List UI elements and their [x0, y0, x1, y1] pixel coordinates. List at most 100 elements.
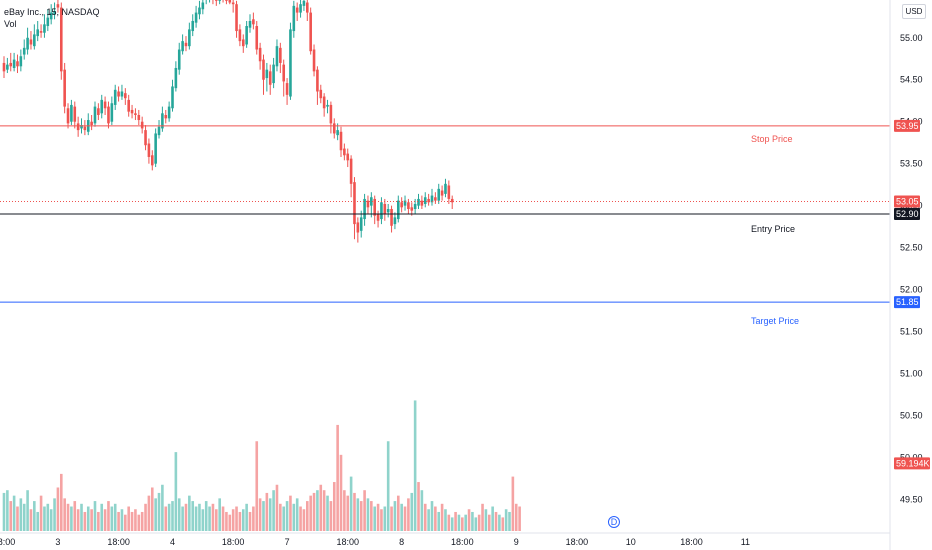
- candle: [376, 210, 380, 228]
- candle-body: [437, 188, 441, 201]
- volume-bar: [53, 498, 56, 531]
- candle: [302, 0, 306, 11]
- candle: [309, 7, 312, 55]
- volume-bar: [76, 509, 80, 531]
- candle: [191, 14, 195, 37]
- candle: [238, 24, 242, 47]
- volume-bar: [447, 514, 451, 531]
- candle-body: [383, 203, 387, 215]
- volume-bar: [208, 506, 211, 531]
- candle: [19, 49, 23, 72]
- candle: [272, 57, 275, 89]
- volume-bar: [70, 506, 73, 531]
- volume-bar: [80, 503, 83, 531]
- volume-bar: [484, 509, 488, 531]
- candle: [120, 84, 124, 100]
- volume-bar: [174, 452, 178, 531]
- candle-body: [228, 0, 232, 3]
- candle-body: [353, 182, 356, 225]
- volume-bar: [231, 509, 235, 531]
- candle: [12, 52, 16, 72]
- candle: [383, 198, 387, 221]
- price-tags: 53.95 53.05 52.90 51.85 59.194K: [894, 119, 930, 470]
- candle-body: [53, 10, 56, 15]
- dividend-letter: D: [611, 517, 618, 527]
- candle-body: [130, 109, 134, 114]
- volume-bar: [346, 495, 350, 531]
- candle: [154, 128, 157, 168]
- entry-tag-bg: [894, 208, 920, 221]
- candle: [2, 56, 6, 79]
- volume-bar: [508, 511, 511, 531]
- candle-body: [447, 185, 451, 199]
- target-tag-text: 51.85: [896, 297, 919, 307]
- candle: [29, 31, 33, 50]
- candle-body: [22, 47, 26, 55]
- dividend-marker[interactable]: D: [607, 516, 620, 528]
- volume-bar: [134, 509, 137, 531]
- symbol-title[interactable]: eBay Inc., 15, NASDAQ: [4, 7, 100, 17]
- volume-bar: [292, 503, 296, 531]
- time-axis[interactable]: 18:00 3 18:00 4 18:00 7 18:00 8 18:00 9 18:00 10 18:…: [0, 532, 890, 547]
- volume-bar: [322, 490, 326, 531]
- candle-body: [410, 207, 414, 211]
- candle: [36, 20, 39, 42]
- candle-body: [403, 200, 407, 206]
- price-tick-label: 52.00: [900, 285, 923, 295]
- candle: [134, 108, 137, 121]
- candle: [356, 217, 360, 243]
- candle: [53, 2, 56, 20]
- volume-bar: [124, 514, 127, 531]
- volume-bar: [43, 506, 46, 531]
- volume-bar: [255, 441, 259, 531]
- volume-bar: [150, 487, 154, 531]
- price-tick-label: 51.50: [900, 327, 923, 337]
- candle-body: [194, 12, 198, 23]
- candle-body: [80, 125, 83, 129]
- candle-body: [171, 86, 174, 109]
- candle-body: [390, 209, 393, 226]
- volume-bar: [306, 501, 309, 531]
- volume-bar: [464, 514, 467, 531]
- candle: [396, 195, 400, 223]
- volume-bar: [407, 498, 410, 531]
- candle-body: [359, 217, 363, 231]
- volume-bar: [400, 503, 403, 531]
- volume-bar: [127, 506, 130, 531]
- volume-bar: [356, 498, 360, 531]
- candle-body: [76, 123, 80, 131]
- volume-bar: [487, 514, 491, 531]
- volume-bar: [161, 484, 164, 531]
- candle-body: [117, 91, 120, 97]
- candle: [430, 188, 434, 206]
- volume-bar: [188, 495, 191, 531]
- candle-body: [295, 7, 299, 13]
- volume-bar: [363, 490, 366, 531]
- volume-bar: [326, 495, 329, 531]
- candle: [262, 54, 265, 95]
- candle: [130, 104, 134, 119]
- candle: [39, 24, 43, 38]
- candle-body: [241, 39, 245, 47]
- candle: [225, 0, 228, 5]
- volume-bar: [86, 506, 90, 531]
- candle-body: [339, 131, 343, 151]
- candle-body: [59, 7, 63, 72]
- candle-body: [343, 148, 346, 156]
- candle-body: [191, 20, 195, 32]
- candle-body: [262, 59, 265, 80]
- candle: [222, 0, 224, 3]
- candle-body: [363, 198, 366, 220]
- candle-body: [66, 108, 70, 124]
- target-tag-bg: [894, 296, 920, 309]
- candle: [140, 116, 144, 134]
- candle-body: [198, 7, 201, 15]
- currency-badge[interactable]: USD: [902, 4, 926, 19]
- candle: [43, 14, 46, 38]
- volume-bar: [164, 506, 168, 531]
- candle: [157, 120, 161, 139]
- time-tick-label: 7: [285, 537, 290, 547]
- candle-body: [386, 209, 390, 213]
- candle: [164, 109, 168, 124]
